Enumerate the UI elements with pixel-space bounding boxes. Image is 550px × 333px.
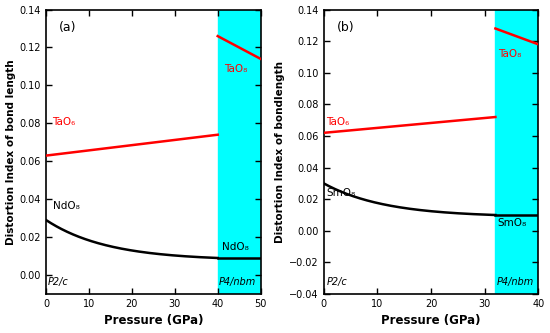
Text: P4/nbm: P4/nbm [219,277,256,287]
Text: TaO₆: TaO₆ [327,117,350,127]
Y-axis label: Distortion Index of bondlength: Distortion Index of bondlength [275,61,285,243]
Text: (a): (a) [59,21,76,34]
Text: P2/c: P2/c [48,277,69,287]
Text: NdO₈: NdO₈ [222,242,249,252]
Text: P4/nbm: P4/nbm [497,277,534,287]
Text: TaO₆: TaO₆ [52,117,76,127]
Text: TaO₈: TaO₈ [498,49,521,59]
Text: TaO₈: TaO₈ [224,64,248,74]
Bar [496,10,538,294]
Text: (b): (b) [337,21,354,34]
Text: P2/c: P2/c [327,277,347,287]
Y-axis label: Distortion Index of bond length: Distortion Index of bond length [6,59,15,245]
Text: SmO₈: SmO₈ [327,188,356,198]
X-axis label: Pressure (GPa): Pressure (GPa) [381,314,481,327]
Bar [218,10,261,294]
Text: SmO₈: SmO₈ [497,218,526,228]
X-axis label: Pressure (GPa): Pressure (GPa) [103,314,203,327]
Text: NdO₈: NdO₈ [52,201,79,211]
